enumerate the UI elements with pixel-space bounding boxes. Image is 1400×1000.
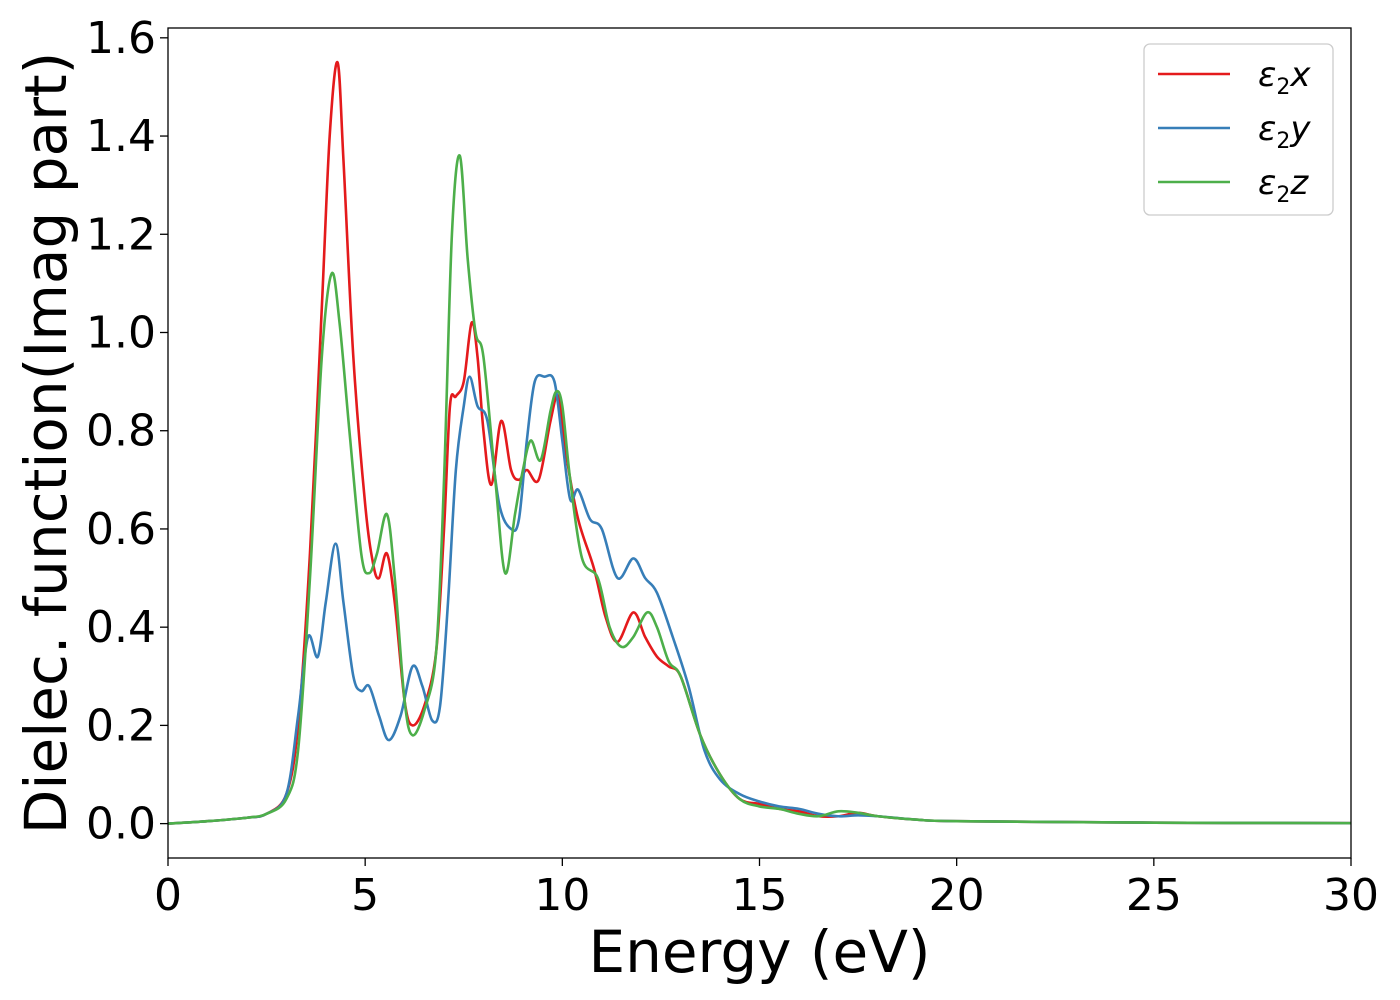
y-tick-label: 0.0 <box>86 799 156 850</box>
x-axis-title: Energy (eV) <box>588 918 930 986</box>
y-tick-label: 0.4 <box>86 602 156 653</box>
plot-frame <box>167 27 1352 859</box>
y-tick-label: 1.2 <box>86 209 156 260</box>
y-tick-label: 1.4 <box>86 111 156 162</box>
legend-box <box>1143 43 1334 216</box>
x-tick-label: 25 <box>1126 870 1182 921</box>
x-tick-label: 0 <box>154 870 182 921</box>
y-tick-label: 0.8 <box>86 406 156 457</box>
x-tick-label: 5 <box>351 870 379 921</box>
y-tick-label: 1.6 <box>86 13 156 64</box>
x-tick-label: 10 <box>534 870 590 921</box>
y-tick-label: 1.0 <box>86 307 156 358</box>
y-axis-title: Dielec. function(Imag part) <box>12 52 80 835</box>
y-tick-label: 0.2 <box>86 700 156 751</box>
legend-label: ε2y <box>1258 109 1311 154</box>
series-line-y <box>167 373 1352 825</box>
x-tick-label: 30 <box>1323 870 1379 921</box>
y-tick-label: 0.6 <box>86 504 156 555</box>
axis-ticks: 0 5 10 15 20 25 30 0.0 0.2 0.4 0.6 0.8 1.0 1.2 1.4 1.6 <box>86 13 1379 921</box>
legend-label: ε2z <box>1258 163 1309 208</box>
legend-label: ε2x <box>1258 55 1311 100</box>
plot-area <box>167 61 1352 825</box>
x-tick-label: 15 <box>732 870 788 921</box>
x-tick-label: 20 <box>929 870 985 921</box>
legend: ε2x ε2y ε2z <box>1143 43 1334 216</box>
series-line-z <box>167 154 1352 825</box>
